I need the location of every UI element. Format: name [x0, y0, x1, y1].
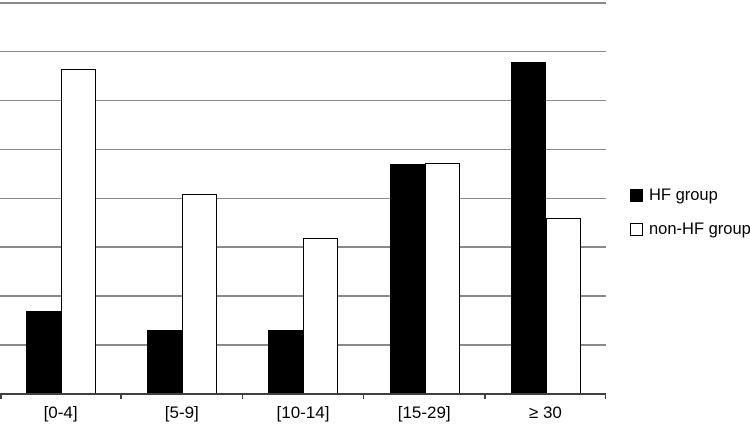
- bar-non-hf-group: [182, 193, 218, 394]
- x-axis-tick: [120, 394, 122, 399]
- x-axis-label: [5-9]: [164, 403, 199, 422]
- gridline: [0, 2, 606, 4]
- bar-hf-group: [268, 330, 304, 394]
- bar-non-hf-group: [61, 68, 96, 394]
- bar-non-hf-group: [545, 218, 581, 394]
- x-axis-label: [10-14]: [276, 403, 330, 422]
- bar-hf-group: [26, 310, 61, 394]
- x-axis-tick: [362, 394, 365, 399]
- gridline: [0, 148, 606, 151]
- gridline: [0, 50, 606, 53]
- bar-hf-group: [147, 330, 183, 394]
- legend-item-non-hf-group: non-HF group: [630, 219, 750, 239]
- legend-label-non-hf-group: non-HF group: [649, 219, 750, 238]
- bar-non-hf-group: [424, 162, 460, 394]
- bar-hf-group: [510, 61, 546, 394]
- non-hf-group-swatch-icon: [630, 222, 643, 236]
- gridline: [0, 246, 606, 248]
- gridline: [0, 197, 606, 199]
- gridline: [0, 99, 606, 102]
- x-axis-tick: [484, 394, 486, 399]
- legend-item-hf-group: HF group: [630, 185, 750, 205]
- x-axis-label: [15-29]: [397, 403, 451, 422]
- x-axis-line: [0, 392, 606, 395]
- plot-area: [0, 2, 606, 399]
- bar-hf-group: [389, 164, 425, 394]
- x-axis-label: [0-4]: [43, 403, 78, 422]
- gridline: [0, 295, 606, 297]
- hf-group-swatch-icon: [630, 188, 643, 202]
- x-axis-label: ≥ 30: [528, 403, 562, 422]
- x-axis-tick: [241, 394, 244, 399]
- x-axis-tick: [0, 394, 2, 399]
- legend: HF group non-HF group: [630, 185, 750, 253]
- bar-non-hf-group: [303, 237, 339, 394]
- legend-label-hf-group: HF group: [649, 185, 718, 204]
- x-axis-tick: [604, 394, 606, 399]
